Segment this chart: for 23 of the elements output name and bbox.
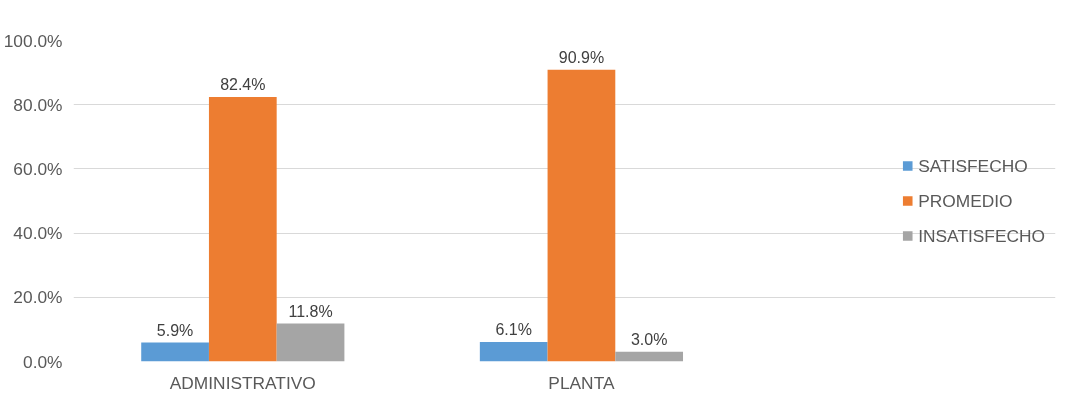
data-label: 90.9%: [558, 48, 605, 66]
bar: [208, 97, 277, 362]
legend-label: PROMEDIO: [918, 190, 1013, 211]
bar: [479, 341, 548, 362]
data-label: 6.1%: [495, 320, 532, 338]
data-label: 11.8%: [288, 302, 333, 320]
bar: [141, 342, 209, 362]
bar: [615, 351, 684, 362]
y-tick-label: 20.0%: [13, 287, 63, 308]
y-tick-label: 40.0%: [13, 223, 63, 244]
bar: [547, 69, 616, 362]
x-tick-label: ADMINISTRATIVO: [169, 372, 316, 393]
y-tick-label: 60.0%: [13, 158, 63, 179]
legend-label: INSATISFECHO: [918, 225, 1045, 246]
data-label: 82.4%: [220, 76, 266, 93]
legend-label: SATISFECHO: [918, 155, 1028, 176]
y-tick-label: 80.0%: [13, 94, 63, 115]
x-tick-label: PLANTA: [548, 372, 615, 393]
bar: [276, 323, 345, 362]
data-label: 3.0%: [630, 330, 668, 348]
y-tick-label: 100.0%: [3, 30, 63, 51]
data-label: 5.9%: [156, 321, 194, 339]
y-tick-label: 0.0%: [23, 351, 63, 372]
